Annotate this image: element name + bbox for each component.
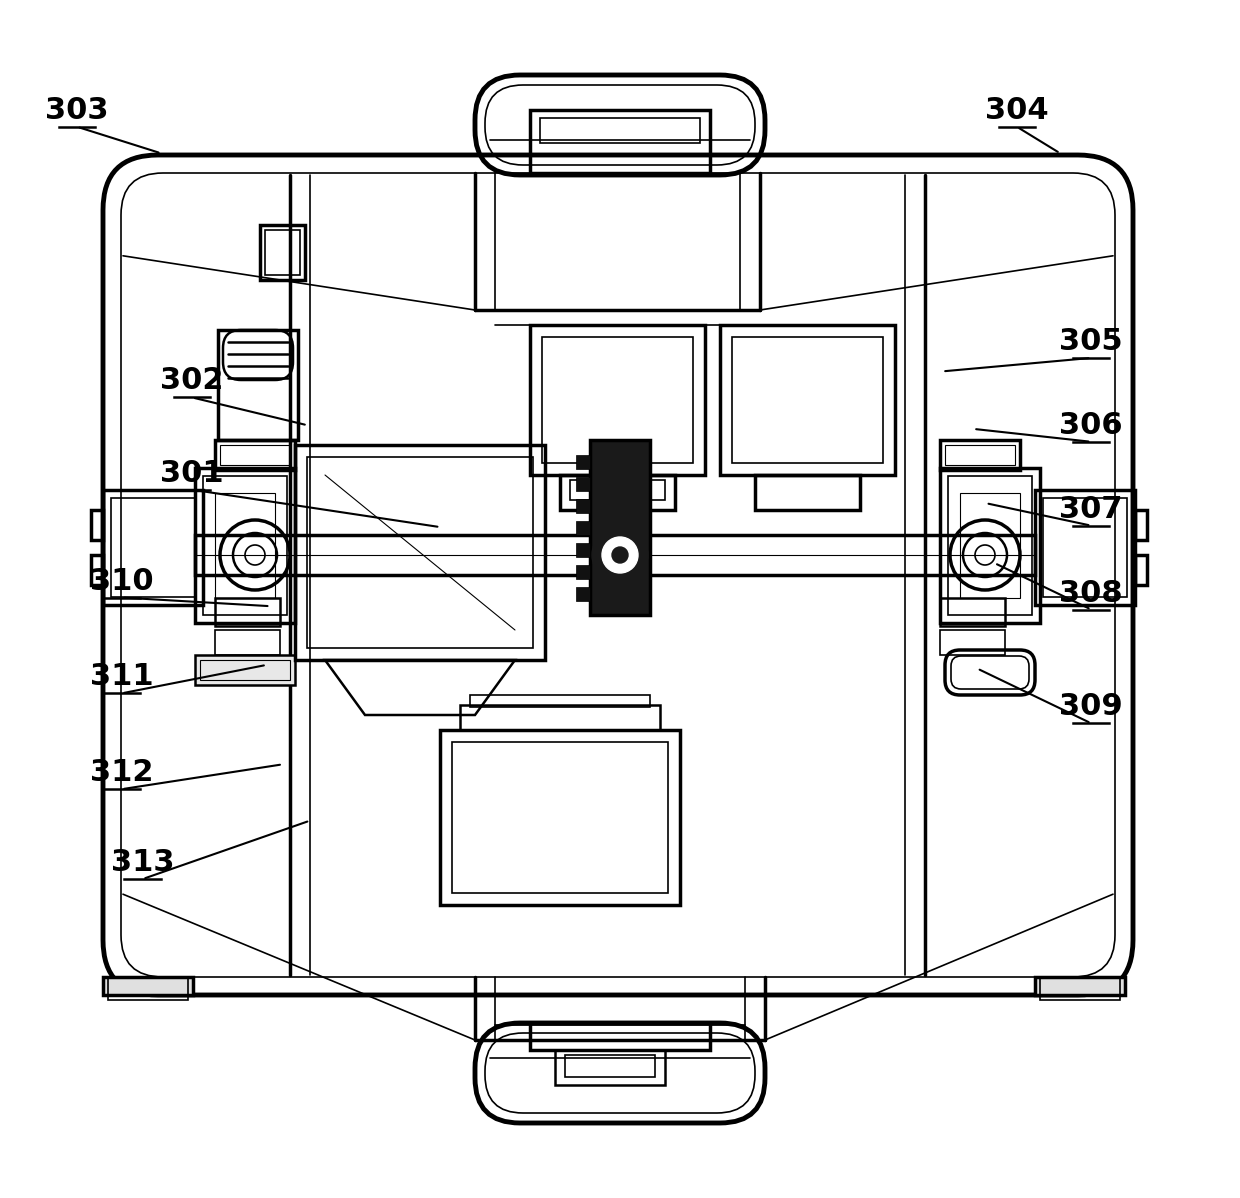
Bar [577,565,590,579]
Text: 309: 309 [1059,692,1123,721]
Bar [1035,978,1125,996]
Text: 311: 311 [89,662,154,691]
Bar [949,476,1032,615]
Bar [577,543,590,557]
Bar [1135,555,1147,585]
Bar [732,337,883,462]
Text: 310: 310 [89,567,154,595]
Bar [577,477,590,491]
Text: 313: 313 [110,848,175,877]
Circle shape [613,547,627,563]
Bar [577,455,590,468]
Bar [945,444,1016,465]
Bar [200,660,290,680]
Bar [295,444,546,660]
Bar [308,456,533,648]
Bar [91,555,103,585]
Bar [570,480,665,500]
Bar [195,655,295,685]
Bar [195,468,295,623]
Bar [529,110,711,173]
Bar [560,474,675,510]
Bar [590,440,650,615]
Bar [103,978,193,996]
Text: 303: 303 [45,96,109,125]
Bar [1135,510,1147,540]
Bar [195,536,1035,575]
Bar [940,598,1004,627]
Bar [577,587,590,601]
Bar [1043,498,1127,597]
Bar [577,500,590,513]
Bar [542,337,693,462]
Bar [577,521,590,536]
Bar [108,978,188,1000]
Bar [453,742,668,893]
Bar [1040,978,1120,1000]
Bar [529,1023,711,1049]
Bar [112,498,195,597]
Bar [265,230,300,276]
Bar [529,325,706,474]
Bar [940,440,1021,470]
Bar [203,476,286,615]
Text: 305: 305 [1059,327,1123,356]
Text: 312: 312 [89,758,154,787]
Bar [539,117,701,143]
Bar [103,490,203,605]
Circle shape [591,527,649,583]
Bar [440,730,680,904]
Text: 302: 302 [160,367,224,395]
Text: 301: 301 [160,459,224,488]
Bar [460,704,660,730]
Bar [940,630,1004,655]
Text: 306: 306 [1059,411,1123,440]
Bar [215,440,295,470]
Bar [219,444,290,465]
Bar [960,494,1021,598]
Bar [215,494,275,598]
Text: 304: 304 [985,96,1049,125]
Bar [91,510,103,540]
Bar [755,474,861,510]
Bar [218,329,298,440]
Bar [470,695,650,707]
Bar [940,468,1040,623]
Text: 307: 307 [1059,495,1123,524]
Bar [556,1049,665,1085]
Bar [260,225,305,280]
Bar [1035,490,1135,605]
Bar [215,630,280,655]
Bar [720,325,895,474]
Circle shape [601,537,639,573]
Bar [565,1055,655,1077]
Text: 308: 308 [1059,579,1123,607]
Bar [215,598,280,627]
